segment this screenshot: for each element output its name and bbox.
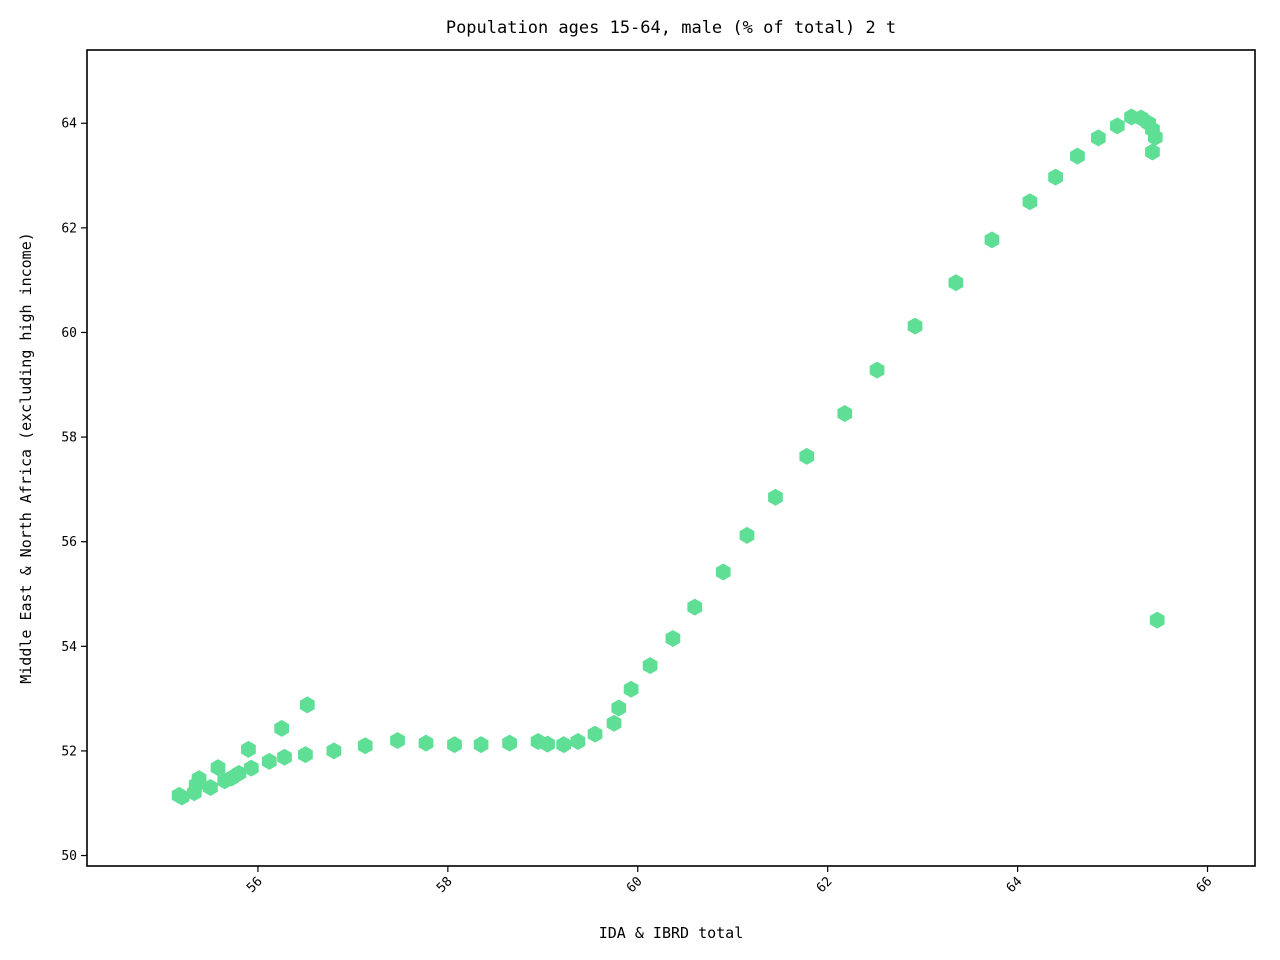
- y-axis: 50 52 54 56 58 60 62 64: [61, 117, 87, 864]
- scatter-point: [1070, 147, 1085, 165]
- scatter-point: [473, 736, 489, 754]
- x-tick-label: 64: [1004, 874, 1026, 896]
- scatter-point: [1022, 193, 1038, 211]
- plot-frame: [86, 49, 1256, 867]
- y-tick-label: 62: [61, 221, 77, 236]
- scatter-point: [299, 696, 315, 714]
- scatter-point: [642, 657, 658, 675]
- scatter-point: [606, 714, 622, 732]
- scatter-point: [1145, 143, 1160, 161]
- scatter-point: [1048, 168, 1063, 186]
- scatter-point: [623, 680, 639, 698]
- x-axis: 56 58 60 62 64 66: [244, 866, 1215, 896]
- chart-title: Population ages 15-64, male (% of total)…: [446, 18, 896, 38]
- scatter-point: [907, 317, 923, 335]
- scatter-point: [326, 742, 342, 760]
- scatter-point: [715, 563, 731, 581]
- scatter-point: [261, 752, 277, 770]
- scatter-point: [191, 770, 207, 788]
- scatter-point: [984, 231, 1000, 249]
- scatter-point: [1109, 117, 1125, 135]
- scatter-point: [447, 736, 462, 754]
- x-tick-label: 56: [244, 874, 266, 896]
- scatter-point: [1149, 611, 1165, 629]
- y-tick-label: 64: [61, 117, 77, 132]
- scatter-point: [298, 746, 313, 764]
- scatter-point: [1147, 128, 1163, 146]
- scatter-point: [390, 731, 405, 749]
- scatter-point: [277, 748, 292, 766]
- scatter-point: [1090, 129, 1106, 147]
- x-tick-label: 58: [434, 874, 456, 896]
- scatter-point: [948, 274, 964, 292]
- scatter-point: [837, 405, 853, 423]
- y-tick-label: 50: [61, 849, 77, 864]
- x-axis-label: IDA & IBRD total: [599, 924, 744, 942]
- scatter-point: [203, 779, 218, 797]
- y-tick-label: 60: [61, 326, 77, 341]
- scatter-point: [665, 629, 681, 647]
- scatter-point: [418, 734, 434, 752]
- scatter-point: [243, 759, 259, 777]
- scatter-point: [587, 725, 603, 743]
- scatter-point: [570, 733, 586, 751]
- scatter-point: [502, 734, 517, 752]
- scatter-point: [869, 361, 885, 379]
- y-axis-label: Middle East & North Africa (excluding hi…: [17, 232, 35, 684]
- scatter-point: [768, 488, 783, 506]
- scatter-point: [739, 526, 755, 544]
- scatter-point: [611, 699, 627, 717]
- y-tick-label: 56: [61, 535, 77, 550]
- scatter-point: [231, 764, 247, 782]
- scatter-point: [556, 736, 572, 754]
- scatter-point: [174, 788, 190, 806]
- scatter-point: [799, 447, 815, 465]
- scatter-point: [274, 719, 290, 737]
- y-tick-label: 54: [61, 640, 77, 655]
- x-tick-label: 62: [814, 874, 836, 896]
- scatter-point: [687, 598, 703, 616]
- x-tick-label: 60: [624, 874, 646, 896]
- y-tick-label: 58: [61, 431, 77, 446]
- y-tick-label: 52: [61, 744, 77, 759]
- x-tick-label: 66: [1194, 874, 1216, 896]
- scatter-point: [540, 735, 555, 753]
- scatter-point: [357, 737, 373, 755]
- scatter-point: [241, 740, 256, 758]
- scatter-point: [210, 759, 226, 777]
